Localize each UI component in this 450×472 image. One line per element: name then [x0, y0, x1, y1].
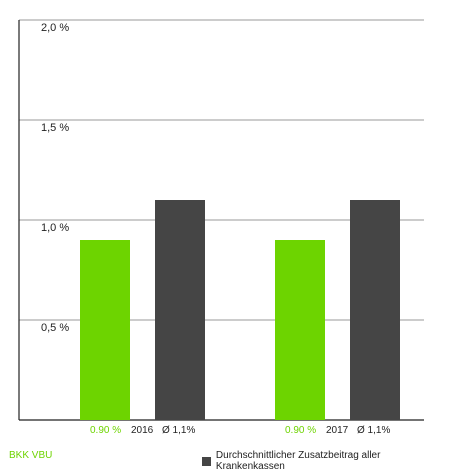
- category-label: 2016: [131, 425, 154, 436]
- legend-label-average: Durchschnittlicher Zusatzbeitrag aller K…: [215, 450, 381, 472]
- y-tick-label: 0,5 %: [41, 322, 69, 334]
- value-label: Ø 1,1%: [357, 425, 390, 436]
- y-tick-label: 2,0 %: [41, 22, 69, 34]
- bar-2016-series-0: [80, 240, 130, 420]
- value-label: Ø 1,1%: [162, 425, 195, 436]
- value-label: 0.90 %: [90, 425, 121, 436]
- legend-item-average: Durchschnittlicher Zusatzbeitrag aller K…: [202, 450, 450, 472]
- category-label: 2017: [326, 425, 349, 436]
- bar-2016-series-1: [155, 200, 205, 420]
- y-tick-label: 1,0 %: [41, 222, 69, 234]
- legend-swatch-average: [202, 456, 211, 466]
- y-tick-label: 1,5 %: [41, 122, 69, 134]
- bar-2017-series-0: [275, 240, 325, 420]
- value-label: 0.90 %: [285, 425, 316, 436]
- bar-chart: 0,5 % 1,0 % 1,5 % 2,0 % 0.90 % 2016 Ø 1,1% 0.90…: [18, 19, 424, 436]
- legend: BKK VBU Durchschnittlicher Zusatzbeitrag…: [0, 446, 450, 472]
- bar-2017-series-1: [350, 200, 400, 420]
- legend-item-bkk-vbu: BKK VBU: [9, 450, 53, 461]
